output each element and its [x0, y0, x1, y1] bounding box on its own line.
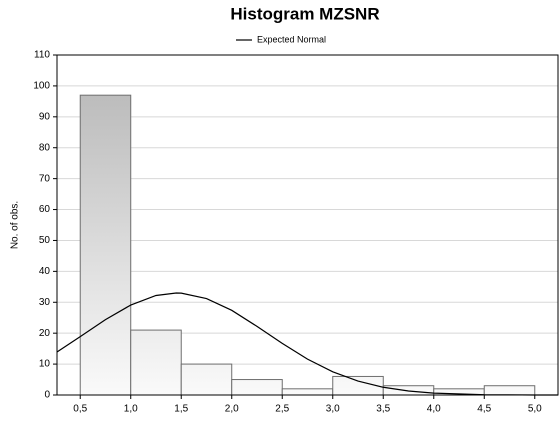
bar	[180, 363, 233, 396]
x-tick-label: 4,0	[427, 404, 441, 415]
y-tick-label: 10	[39, 359, 51, 370]
legend-label: Expected Normal	[257, 34, 326, 44]
y-tick-label: 80	[39, 142, 51, 153]
x-tick-label: 2,5	[275, 404, 289, 415]
y-tick-label: 50	[39, 235, 51, 246]
x-tick-label: 3,5	[376, 404, 390, 415]
y-axis-label: No. of obs.	[10, 201, 21, 249]
x-tick-label: 5,0	[528, 404, 542, 415]
x-tick-label: 4,5	[477, 404, 491, 415]
y-tick-label: 40	[39, 266, 51, 277]
x-tick-label: 3,0	[326, 404, 340, 415]
chart-title: Histogram MZSNR	[230, 4, 379, 23]
bar	[79, 94, 132, 396]
x-tick-label: 0,5	[73, 404, 87, 415]
normal-curve	[56, 292, 558, 396]
plot-frame	[56, 54, 559, 396]
y-tick-label: 100	[33, 81, 50, 92]
y-tick-label: 60	[39, 204, 51, 215]
y-tick-label: 30	[39, 297, 51, 308]
y-tick-label: 70	[39, 173, 51, 184]
bar	[483, 385, 536, 396]
y-tick-label: 90	[39, 111, 51, 122]
x-tick-label: 2,0	[225, 404, 239, 415]
x-tick-label: 1,5	[174, 404, 188, 415]
y-tick-label: 110	[34, 50, 50, 61]
bar	[382, 385, 435, 396]
y-tick-label: 0	[44, 390, 50, 401]
bar	[130, 329, 182, 396]
x-tick-label: 1,0	[124, 404, 138, 415]
bar	[281, 388, 334, 396]
bar	[231, 379, 283, 396]
y-tick-label: 20	[39, 328, 51, 339]
